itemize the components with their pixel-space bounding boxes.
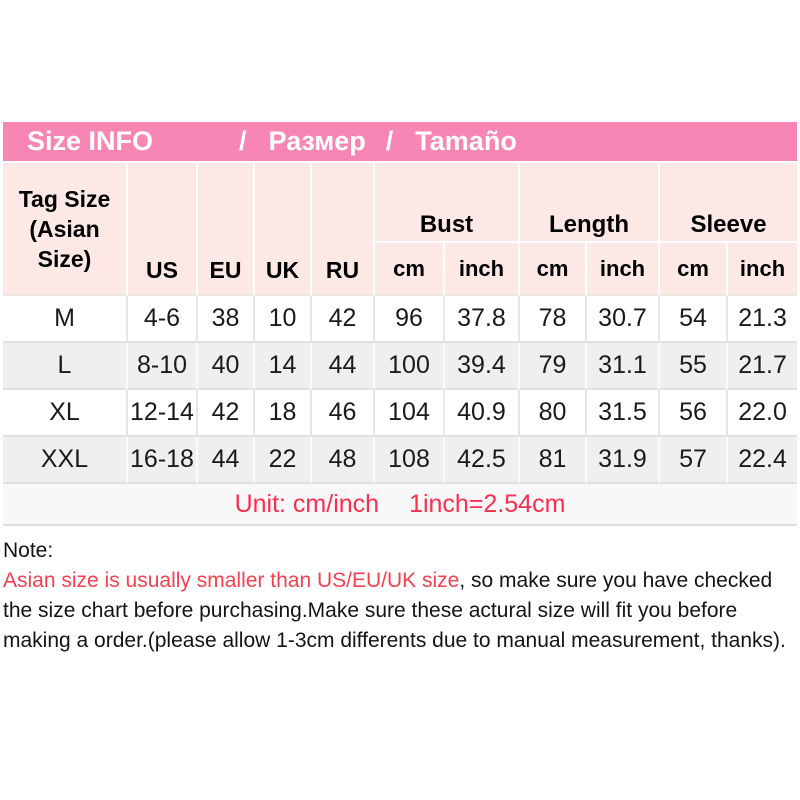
cell-sleeve-inch: 21.3 (728, 296, 798, 343)
header-row-units: cm inch cm inch cm inch (3, 243, 798, 296)
note-section: Note: Asian size is usually smaller than… (3, 536, 795, 656)
table-body: M 4-6 38 10 42 96 37.8 78 30.7 54 21.3 L… (3, 296, 798, 484)
header-length: Length (520, 163, 661, 243)
cell-sleeve-inch: 21.7 (728, 343, 798, 390)
unit-label: Unit: cm/inch (234, 489, 380, 518)
header-bust: Bust (375, 163, 520, 243)
cell-ru: 48 (312, 437, 375, 484)
header-uk: UK (255, 163, 312, 296)
cell-ru: 44 (312, 343, 375, 390)
cell-eu: 44 (198, 437, 255, 484)
cell-uk: 18 (255, 390, 312, 437)
cell-sleeve-cm: 54 (660, 296, 729, 343)
title-size-info: Size INFO (27, 126, 154, 156)
cell-eu: 40 (198, 343, 255, 390)
header-length-inch: inch (587, 243, 661, 296)
cell-uk: 14 (255, 343, 312, 390)
header-sleeve-cm: cm (660, 243, 729, 296)
cell-eu: 38 (198, 296, 255, 343)
cell-tag: XXL (3, 437, 128, 484)
cell-tag: L (3, 343, 128, 390)
unit-row: Unit: cm/inch 1inch=2.54cm (3, 484, 797, 526)
table-header: Tag Size (Asian Size) US EU UK RU Bust L… (3, 163, 798, 296)
title-tamano: Tamaño (415, 126, 517, 156)
table-row: M 4-6 38 10 42 96 37.8 78 30.7 54 21.3 (3, 296, 798, 343)
cell-tag: XL (3, 390, 128, 437)
cell-length-inch: 31.5 (587, 390, 661, 437)
cell-length-cm: 79 (520, 343, 587, 390)
header-row-groups: Tag Size (Asian Size) US EU UK RU Bust L… (3, 163, 798, 296)
cell-eu: 42 (198, 390, 255, 437)
header-us: US (128, 163, 198, 296)
cell-sleeve-cm: 57 (660, 437, 729, 484)
title-bar: Size INFO / Размер / Tamaño (3, 122, 797, 163)
note-rest-text: , so make sure you have checked the size… (3, 569, 786, 652)
cell-sleeve-inch: 22.0 (728, 390, 798, 437)
cell-length-cm: 78 (520, 296, 587, 343)
header-bust-cm: cm (375, 243, 445, 296)
note-text: Asian size is usually smaller than US/EU… (3, 566, 795, 656)
table-row: XL 12-14 42 18 46 104 40.9 80 31.5 56 22… (3, 390, 798, 437)
cell-bust-inch: 39.4 (445, 343, 520, 390)
cell-uk: 22 (255, 437, 312, 484)
cell-length-inch: 31.9 (587, 437, 661, 484)
header-ru: RU (312, 163, 375, 296)
header-length-cm: cm (520, 243, 587, 296)
cell-us: 12-14 (128, 390, 198, 437)
cell-length-inch: 31.1 (587, 343, 661, 390)
cell-sleeve-inch: 22.4 (728, 437, 798, 484)
note-label: Note: (3, 539, 54, 562)
cell-sleeve-cm: 55 (660, 343, 729, 390)
cell-us: 16-18 (128, 437, 198, 484)
cell-length-cm: 81 (520, 437, 587, 484)
cell-ru: 46 (312, 390, 375, 437)
cell-bust-cm: 104 (375, 390, 445, 437)
cell-bust-inch: 42.5 (445, 437, 520, 484)
cell-uk: 10 (255, 296, 312, 343)
cell-bust-inch: 37.8 (445, 296, 520, 343)
note-red-text: Asian size is usually smaller than US/EU… (3, 569, 460, 592)
cell-bust-cm: 108 (375, 437, 445, 484)
table-row: XXL 16-18 44 22 48 108 42.5 81 31.9 57 2… (3, 437, 798, 484)
cell-ru: 42 (312, 296, 375, 343)
cell-bust-inch: 40.9 (445, 390, 520, 437)
size-table: Tag Size (Asian Size) US EU UK RU Bust L… (3, 163, 798, 484)
cell-sleeve-cm: 56 (660, 390, 729, 437)
cell-length-inch: 30.7 (587, 296, 661, 343)
cell-bust-cm: 100 (375, 343, 445, 390)
title-separator: / (239, 126, 247, 156)
title-razmer: Размер (268, 126, 366, 156)
header-bust-inch: inch (445, 243, 520, 296)
table-row: L 8-10 40 14 44 100 39.4 79 31.1 55 21.7 (3, 343, 798, 390)
cell-length-cm: 80 (520, 390, 587, 437)
header-eu: EU (198, 163, 255, 296)
header-sleeve-inch: inch (728, 243, 798, 296)
title-separator: / (385, 126, 394, 156)
cell-bust-cm: 96 (375, 296, 445, 343)
header-sleeve: Sleeve (660, 163, 798, 243)
cell-us: 4-6 (128, 296, 198, 343)
cell-tag: M (3, 296, 128, 343)
header-tag-size: Tag Size (Asian Size) (3, 163, 128, 296)
cell-us: 8-10 (128, 343, 198, 390)
conversion-label: 1inch=2.54cm (409, 489, 566, 518)
